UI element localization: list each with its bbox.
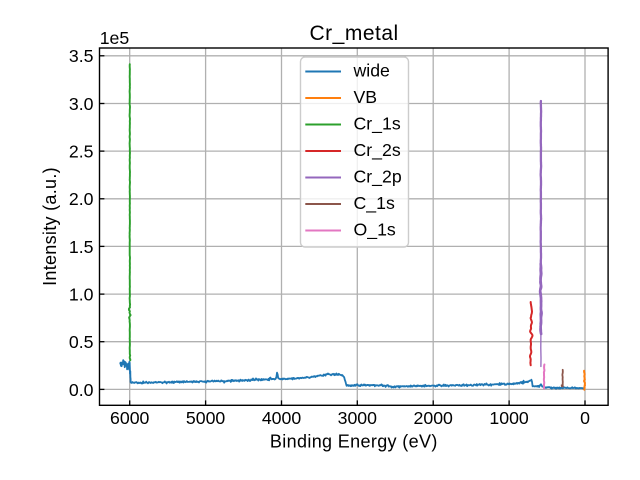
svg-text:Intensity (a.u.): Intensity (a.u.) [40, 167, 60, 286]
svg-text:6000: 6000 [110, 408, 150, 428]
svg-text:2.5: 2.5 [69, 142, 94, 162]
svg-text:3.0: 3.0 [69, 94, 94, 114]
svg-text:5000: 5000 [186, 408, 226, 428]
svg-text:1.0: 1.0 [69, 285, 94, 305]
svg-text:1000: 1000 [489, 408, 529, 428]
svg-text:Binding Energy (eV): Binding Energy (eV) [270, 432, 438, 452]
svg-text:Cr_2s: Cr_2s [354, 140, 401, 161]
svg-text:0: 0 [580, 408, 590, 428]
svg-text:0.5: 0.5 [69, 332, 94, 352]
svg-text:Cr_1s: Cr_1s [354, 113, 401, 134]
svg-text:4000: 4000 [262, 408, 302, 428]
svg-text:1.5: 1.5 [69, 237, 94, 257]
svg-text:0.0: 0.0 [69, 380, 94, 400]
svg-text:2.0: 2.0 [69, 189, 94, 209]
svg-text:VB: VB [354, 87, 378, 107]
svg-text:O_1s: O_1s [354, 219, 396, 240]
svg-text:1e5: 1e5 [100, 28, 130, 48]
svg-text:3000: 3000 [338, 408, 378, 428]
svg-text:C_1s: C_1s [354, 193, 395, 214]
svg-text:Cr_2p: Cr_2p [354, 166, 402, 187]
svg-text:2000: 2000 [414, 408, 454, 428]
svg-text:Cr_metal: Cr_metal [309, 22, 398, 45]
svg-text:3.5: 3.5 [69, 46, 94, 66]
svg-text:wide: wide [353, 60, 391, 80]
